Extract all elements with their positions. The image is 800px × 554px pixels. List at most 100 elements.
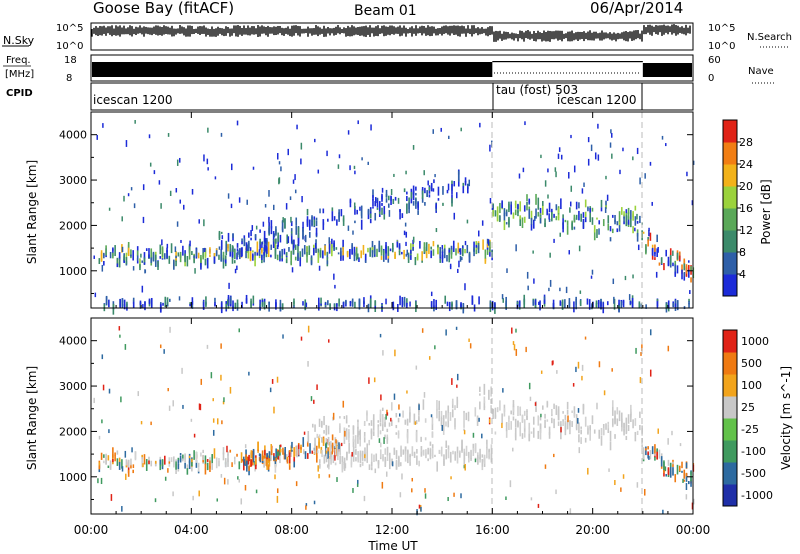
power-echo-cell bbox=[342, 302, 345, 306]
power-echo-cell bbox=[236, 248, 239, 252]
velocity-echo-cell bbox=[105, 453, 107, 465]
velocity-echo-cell bbox=[553, 453, 555, 458]
power-echo-cell bbox=[353, 252, 356, 262]
velocity-echo-cell bbox=[103, 460, 105, 464]
velocity-echo-cell bbox=[116, 450, 119, 455]
velocity-colorbar-swatch bbox=[723, 396, 737, 419]
power-echo-cell bbox=[203, 219, 205, 227]
velocity-echo-cell bbox=[372, 422, 375, 431]
velocity-echo-cell bbox=[370, 420, 373, 426]
velocity-echo-cell bbox=[212, 418, 215, 423]
velocity-echo-cell bbox=[264, 455, 266, 459]
velocity-echo-cell bbox=[337, 453, 339, 461]
velocity-echo-cell bbox=[229, 386, 232, 394]
velocity-echo-cell bbox=[467, 411, 470, 422]
power-echo-cell bbox=[406, 195, 408, 202]
power-echo-cell bbox=[331, 243, 333, 252]
velocity-echo-cell bbox=[526, 411, 528, 418]
power-echo-cell bbox=[311, 215, 313, 222]
velocity-echo-cell bbox=[388, 452, 391, 462]
velocity-echo-cell bbox=[431, 417, 434, 425]
power-echo-cell bbox=[274, 239, 277, 250]
power-echo-cell bbox=[272, 231, 275, 241]
velocity-echo-cell bbox=[596, 403, 598, 410]
power-echo-cell bbox=[176, 159, 179, 166]
power-echo-cell bbox=[207, 167, 209, 171]
power-echo-cell bbox=[517, 203, 519, 209]
velocity-echo-cell bbox=[409, 412, 411, 423]
velocity-echo-cell bbox=[227, 453, 229, 463]
velocity-echo-cell bbox=[479, 401, 481, 410]
power-echo-cell bbox=[656, 234, 658, 243]
velocity-echo-cell bbox=[420, 436, 422, 442]
power-echo-cell bbox=[209, 247, 211, 255]
velocity-echo-cell bbox=[339, 429, 341, 433]
velocity-echo-cell bbox=[654, 444, 656, 454]
power-echo-cell bbox=[426, 190, 428, 197]
velocity-colorbar-tick-label: 500 bbox=[741, 357, 762, 370]
velocity-echo-cell bbox=[564, 427, 567, 436]
power-echo-cell bbox=[248, 232, 250, 238]
power-echo-cell bbox=[376, 207, 379, 210]
velocity-echo-cell bbox=[323, 455, 326, 464]
power-echo-cell bbox=[555, 204, 558, 211]
power-echo-cell bbox=[310, 258, 313, 266]
power-echo-cell bbox=[141, 260, 144, 263]
power-echo-cell bbox=[623, 214, 625, 219]
power-echo-cell bbox=[320, 303, 322, 306]
velocity-echo-cell bbox=[305, 505, 307, 510]
velocity-echo-cell bbox=[424, 418, 427, 423]
power-echo-cell bbox=[479, 122, 481, 128]
power-echo-cell bbox=[233, 260, 236, 264]
power-echo-cell bbox=[410, 255, 412, 260]
freq-trace bbox=[92, 61, 692, 77]
velocity-echo-cell bbox=[577, 361, 580, 369]
power-colorbar-tick-label: 12 bbox=[739, 224, 753, 237]
velocity-echo-cell bbox=[678, 465, 681, 472]
power-echo-cell bbox=[209, 254, 211, 258]
power-echo-cell bbox=[667, 260, 670, 267]
power-echo-cell bbox=[250, 230, 252, 237]
power-echo-cell bbox=[541, 200, 544, 206]
power-echo-cell bbox=[569, 201, 572, 207]
nave-label: Nave bbox=[748, 66, 774, 77]
power-echo-cell bbox=[409, 301, 411, 307]
power-echo-cell bbox=[385, 298, 387, 305]
power-echo-cell bbox=[225, 240, 228, 244]
velocity-echo-cell bbox=[264, 445, 266, 454]
power-echo-cell bbox=[272, 239, 275, 242]
velocity-echo-cell bbox=[514, 427, 517, 438]
velocity-echo-cell bbox=[339, 416, 341, 419]
power-echo-cell bbox=[540, 154, 542, 159]
velocity-echo-cell bbox=[512, 416, 515, 421]
power-echo-cell bbox=[206, 260, 209, 269]
velocity-echo-cell bbox=[404, 419, 407, 424]
velocity-echo-cell bbox=[512, 404, 515, 412]
velocity-echo-cell bbox=[468, 457, 470, 462]
power-echo-cell bbox=[336, 219, 338, 226]
velocity-echo-cell bbox=[321, 449, 323, 458]
power-echo-cell bbox=[351, 243, 353, 249]
power-echo-cell bbox=[562, 222, 564, 233]
power-echo-cell bbox=[248, 240, 250, 249]
power-echo-cell bbox=[263, 252, 265, 256]
power-echo-cell bbox=[193, 255, 195, 258]
power-echo-cell bbox=[275, 302, 277, 308]
power-echo-cell bbox=[649, 161, 652, 166]
power-echo-cell bbox=[294, 174, 296, 181]
velocity-echo-cell bbox=[331, 434, 334, 441]
power-echo-cell bbox=[266, 246, 268, 254]
power-echo-cell bbox=[246, 199, 248, 205]
nsky-noise-trace bbox=[91, 24, 691, 42]
power-echo-cell bbox=[441, 245, 444, 250]
velocity-echo-cell bbox=[415, 365, 418, 370]
power-echo-cell bbox=[263, 237, 266, 248]
velocity-echo-cell bbox=[98, 465, 101, 470]
velocity-echo-cell bbox=[279, 444, 282, 448]
power-echo-cell bbox=[335, 247, 338, 250]
power-echo-cell bbox=[300, 158, 302, 165]
power-echo-cell bbox=[441, 251, 444, 260]
velocity-colorbar-tick-label: 1000 bbox=[741, 335, 769, 348]
velocity-echo-cell bbox=[452, 450, 454, 455]
